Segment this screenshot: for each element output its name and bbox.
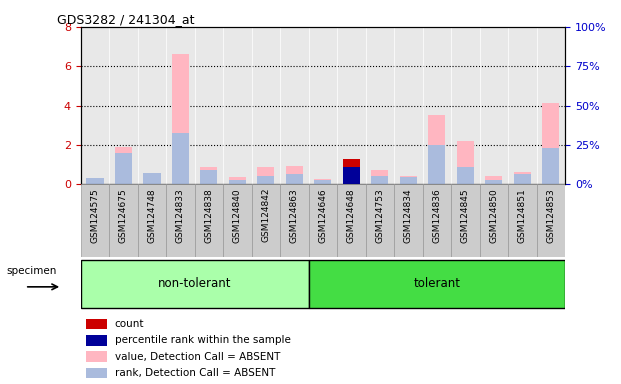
Bar [81, 260, 309, 308]
Bar [537, 184, 565, 257]
Text: GSM124833: GSM124833 [176, 188, 185, 243]
Bar [314, 180, 332, 184]
Bar [423, 184, 451, 257]
Bar [508, 184, 537, 257]
Text: GSM124575: GSM124575 [91, 188, 99, 243]
Text: GDS3282 / 241304_at: GDS3282 / 241304_at [57, 13, 194, 26]
Bar [143, 172, 160, 184]
Bar [486, 180, 502, 184]
Bar [115, 153, 132, 184]
Bar [343, 167, 360, 184]
Bar [172, 55, 189, 184]
Bar [542, 103, 560, 184]
Bar [400, 177, 417, 184]
Text: GSM124842: GSM124842 [261, 188, 270, 242]
Bar [542, 148, 560, 184]
Bar [428, 116, 445, 184]
Text: specimen: specimen [6, 266, 57, 276]
Text: count: count [115, 319, 144, 329]
Text: percentile rank within the sample: percentile rank within the sample [115, 335, 291, 345]
Text: GSM124851: GSM124851 [518, 188, 527, 243]
Text: rank, Detection Call = ABSENT: rank, Detection Call = ABSENT [115, 368, 275, 378]
Bar [86, 351, 107, 362]
Bar [394, 184, 423, 257]
Bar [309, 260, 565, 308]
Bar [257, 177, 274, 184]
Text: GSM124753: GSM124753 [376, 188, 384, 243]
Bar [371, 170, 389, 184]
Text: GSM124850: GSM124850 [489, 188, 499, 243]
Bar [343, 159, 360, 184]
Bar [86, 179, 104, 184]
Bar [286, 166, 303, 184]
Text: GSM124675: GSM124675 [119, 188, 128, 243]
Bar [86, 368, 107, 378]
Bar [223, 184, 252, 257]
Bar [309, 184, 337, 257]
Text: GSM124840: GSM124840 [233, 188, 242, 243]
Text: GSM124863: GSM124863 [290, 188, 299, 243]
Bar [286, 174, 303, 184]
Bar [172, 133, 189, 184]
Text: GSM124836: GSM124836 [432, 188, 442, 243]
Bar [86, 319, 107, 329]
Bar [514, 172, 531, 184]
Bar [428, 145, 445, 184]
Bar [400, 177, 417, 184]
Text: non-tolerant: non-tolerant [158, 276, 232, 290]
Text: GSM124834: GSM124834 [404, 188, 413, 243]
Bar [514, 174, 531, 184]
Text: GSM124853: GSM124853 [546, 188, 555, 243]
Bar [371, 177, 389, 184]
Bar [166, 184, 195, 257]
Bar [457, 167, 474, 184]
Text: value, Detection Call = ABSENT: value, Detection Call = ABSENT [115, 352, 280, 362]
Bar [138, 184, 166, 257]
Bar [201, 170, 217, 184]
Bar [486, 177, 502, 184]
Bar [252, 184, 280, 257]
Bar [280, 184, 309, 257]
Bar [115, 147, 132, 184]
Bar [451, 184, 479, 257]
Text: GSM124748: GSM124748 [147, 188, 156, 243]
Bar [195, 184, 223, 257]
Bar [457, 141, 474, 184]
Bar [143, 172, 160, 184]
Bar [366, 184, 394, 257]
Text: GSM124646: GSM124646 [319, 188, 327, 243]
Bar [314, 179, 332, 184]
Bar [257, 167, 274, 184]
Text: GSM124648: GSM124648 [347, 188, 356, 243]
Text: tolerant: tolerant [414, 276, 460, 290]
Bar [229, 180, 246, 184]
Bar [86, 335, 107, 346]
Bar [337, 184, 366, 257]
Text: GSM124845: GSM124845 [461, 188, 470, 243]
Text: GSM124838: GSM124838 [204, 188, 214, 243]
Bar [201, 167, 217, 184]
Bar [86, 179, 104, 184]
Bar [479, 184, 508, 257]
Bar [229, 177, 246, 184]
Bar [81, 184, 109, 257]
Bar [109, 184, 138, 257]
